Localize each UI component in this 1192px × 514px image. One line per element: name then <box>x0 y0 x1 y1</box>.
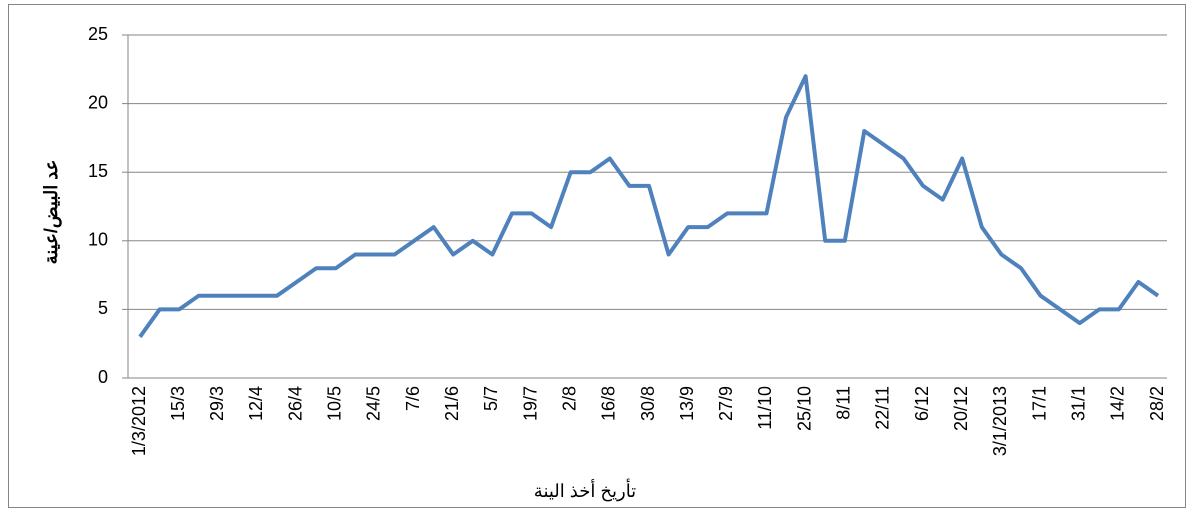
x-tick-label: 2/8 <box>559 386 579 411</box>
y-tick-label: 5 <box>98 298 108 318</box>
x-tick-label: 10/5 <box>325 386 345 421</box>
x-tick-label: 17/1 <box>1029 386 1049 421</box>
x-tick-label: 14/2 <box>1108 386 1128 421</box>
x-tick-label: 27/9 <box>716 386 736 421</box>
y-axis-title: عد البيض/عينة <box>41 160 62 265</box>
x-tick-label: 31/1 <box>1068 386 1088 421</box>
x-tick-label: 20/12 <box>951 386 971 431</box>
data-line <box>138 74 1160 338</box>
y-tick-label: 20 <box>88 92 108 112</box>
x-tick-label: 11/10 <box>755 386 775 430</box>
x-tick-label: 16/8 <box>599 386 619 421</box>
x-tick-label: 25/10 <box>794 386 814 431</box>
x-tick-label: 1/3/2012 <box>129 386 149 456</box>
x-tick-label: 7/6 <box>403 386 423 411</box>
y-tick-label: 10 <box>88 230 108 250</box>
x-tick-label: 22/11 <box>873 386 893 430</box>
y-tick-label: 25 <box>88 24 108 44</box>
x-axis-title: تأريخ أخذ الينة <box>534 478 636 502</box>
x-tick-label: 12/4 <box>246 386 266 421</box>
x-tick-label: 29/3 <box>207 386 227 421</box>
x-tick-label: 13/9 <box>677 386 697 421</box>
x-tick-label: 3/1/2013 <box>990 386 1010 456</box>
x-tick-label: 24/5 <box>364 386 384 421</box>
y-tick-label: 15 <box>88 161 108 181</box>
x-tick-label: 6/12 <box>912 386 932 421</box>
x-tick-label: 21/6 <box>442 386 462 421</box>
x-tick-label: 28/2 <box>1147 386 1167 421</box>
x-tick-label: 8/11 <box>834 386 854 420</box>
x-tick-label: 15/3 <box>168 386 188 421</box>
x-tick-label: 19/7 <box>520 386 540 421</box>
x-tick-label: 5/7 <box>481 386 501 411</box>
x-tick-label: 26/4 <box>285 386 305 421</box>
x-tick-label: 30/8 <box>638 386 658 421</box>
y-tick-label: 0 <box>98 367 108 387</box>
chart-frame <box>8 4 1186 508</box>
